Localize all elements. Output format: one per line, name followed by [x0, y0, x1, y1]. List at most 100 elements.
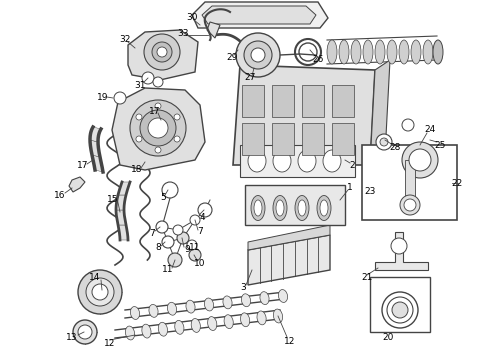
Circle shape	[380, 138, 388, 146]
Ellipse shape	[158, 322, 168, 336]
Ellipse shape	[125, 326, 135, 340]
Ellipse shape	[423, 40, 433, 64]
Ellipse shape	[223, 296, 232, 309]
Ellipse shape	[142, 324, 151, 338]
Ellipse shape	[242, 294, 250, 307]
Circle shape	[155, 147, 161, 153]
Text: 12: 12	[284, 337, 295, 346]
Circle shape	[162, 236, 174, 248]
Ellipse shape	[298, 150, 316, 172]
Text: 11: 11	[162, 266, 174, 274]
Text: 2: 2	[349, 161, 355, 170]
Circle shape	[173, 225, 183, 235]
Ellipse shape	[254, 200, 262, 216]
Polygon shape	[116, 195, 126, 210]
Bar	[272, 123, 294, 155]
Bar	[242, 123, 264, 155]
Bar	[332, 85, 354, 117]
Polygon shape	[69, 177, 85, 192]
Circle shape	[136, 136, 142, 142]
Circle shape	[174, 114, 180, 120]
Circle shape	[144, 34, 180, 70]
Circle shape	[244, 41, 272, 69]
Circle shape	[92, 284, 108, 300]
Ellipse shape	[186, 300, 195, 313]
Text: 1: 1	[347, 183, 353, 192]
Ellipse shape	[317, 195, 331, 220]
Circle shape	[382, 292, 418, 328]
Ellipse shape	[175, 320, 184, 334]
Circle shape	[402, 119, 414, 131]
Circle shape	[251, 48, 265, 62]
Ellipse shape	[208, 316, 217, 330]
Circle shape	[391, 238, 407, 254]
Text: 9: 9	[184, 246, 190, 255]
Ellipse shape	[320, 200, 328, 216]
Circle shape	[236, 33, 280, 77]
Bar	[302, 85, 324, 117]
Bar	[302, 123, 324, 155]
Ellipse shape	[295, 195, 309, 220]
Text: 23: 23	[364, 188, 376, 197]
Polygon shape	[90, 140, 100, 157]
Text: 14: 14	[89, 274, 100, 283]
Ellipse shape	[251, 195, 265, 220]
Polygon shape	[248, 235, 330, 285]
Polygon shape	[207, 22, 220, 38]
Circle shape	[155, 103, 161, 109]
Ellipse shape	[149, 305, 158, 317]
Text: 15: 15	[107, 195, 119, 204]
Text: 5: 5	[160, 193, 166, 202]
Circle shape	[400, 195, 420, 215]
Polygon shape	[112, 88, 205, 170]
Circle shape	[392, 302, 408, 318]
Ellipse shape	[387, 40, 397, 64]
Circle shape	[187, 240, 197, 250]
Text: 3: 3	[240, 284, 246, 292]
Ellipse shape	[433, 40, 443, 64]
Circle shape	[189, 249, 201, 261]
Text: 18: 18	[131, 166, 143, 175]
Polygon shape	[118, 182, 130, 195]
Text: 10: 10	[194, 258, 206, 267]
Text: 27: 27	[245, 73, 256, 82]
Polygon shape	[90, 127, 101, 142]
Text: 19: 19	[97, 93, 109, 102]
Ellipse shape	[323, 150, 341, 172]
Text: 7: 7	[197, 228, 203, 237]
Circle shape	[402, 142, 438, 178]
Text: 33: 33	[177, 28, 189, 37]
Circle shape	[156, 221, 168, 233]
Polygon shape	[192, 2, 328, 28]
Text: 8: 8	[155, 243, 161, 252]
Text: 22: 22	[451, 179, 463, 188]
Ellipse shape	[257, 311, 266, 325]
Circle shape	[404, 199, 416, 211]
Ellipse shape	[130, 307, 140, 319]
Bar	[240, 145, 355, 177]
Circle shape	[86, 278, 114, 306]
Ellipse shape	[273, 309, 283, 323]
Ellipse shape	[363, 40, 373, 64]
Ellipse shape	[399, 40, 409, 64]
Polygon shape	[116, 210, 126, 225]
Ellipse shape	[191, 319, 200, 332]
Polygon shape	[370, 60, 390, 165]
Ellipse shape	[168, 302, 176, 315]
Circle shape	[73, 320, 97, 344]
Text: 12: 12	[104, 338, 116, 347]
Ellipse shape	[298, 200, 306, 216]
Text: 13: 13	[66, 333, 78, 342]
Bar	[272, 85, 294, 117]
Text: 25: 25	[434, 140, 446, 149]
Ellipse shape	[351, 40, 361, 64]
Ellipse shape	[260, 292, 269, 305]
Circle shape	[78, 325, 92, 339]
Text: 20: 20	[382, 333, 393, 342]
Text: 30: 30	[186, 13, 198, 22]
Polygon shape	[92, 155, 103, 172]
Circle shape	[387, 297, 413, 323]
Polygon shape	[128, 30, 198, 80]
Ellipse shape	[375, 40, 385, 64]
Circle shape	[78, 270, 122, 314]
